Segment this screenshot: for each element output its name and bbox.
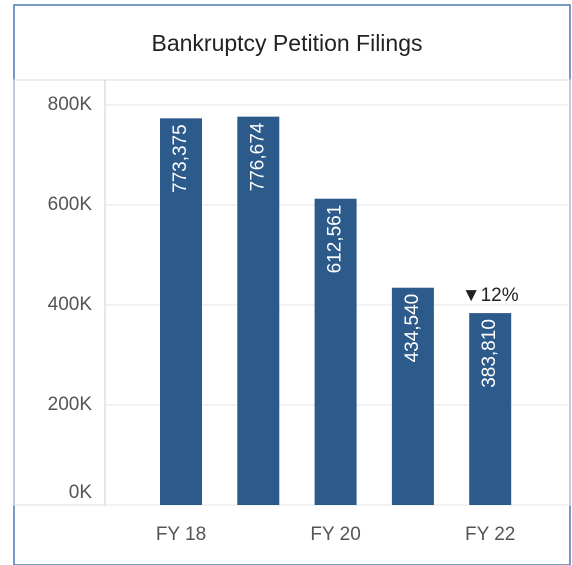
x-tick-label: FY 18 (156, 524, 206, 545)
bar (314, 198, 357, 506)
bar (160, 118, 202, 505)
y-tick-label: 400K (48, 294, 93, 315)
x-tick-label: FY 22 (465, 524, 515, 545)
value-label: 612,561 (325, 205, 346, 274)
bar (469, 313, 512, 505)
y-tick-label: 600K (48, 194, 93, 215)
y-tick-label: 200K (48, 394, 93, 415)
bar (391, 287, 434, 505)
value-label: 383,810 (479, 319, 500, 388)
annotation: ▼12% (462, 285, 519, 306)
value-label: 776,674 (247, 122, 268, 191)
y-tick-label: 800K (48, 94, 93, 115)
x-tick-label: FY 20 (310, 524, 360, 545)
value-label: 434,540 (402, 294, 423, 363)
bar (237, 116, 280, 506)
y-tick-label: 0K (69, 482, 93, 503)
chart-title: Bankruptcy Petition Filings (151, 30, 422, 56)
value-label: 773,375 (170, 124, 191, 193)
